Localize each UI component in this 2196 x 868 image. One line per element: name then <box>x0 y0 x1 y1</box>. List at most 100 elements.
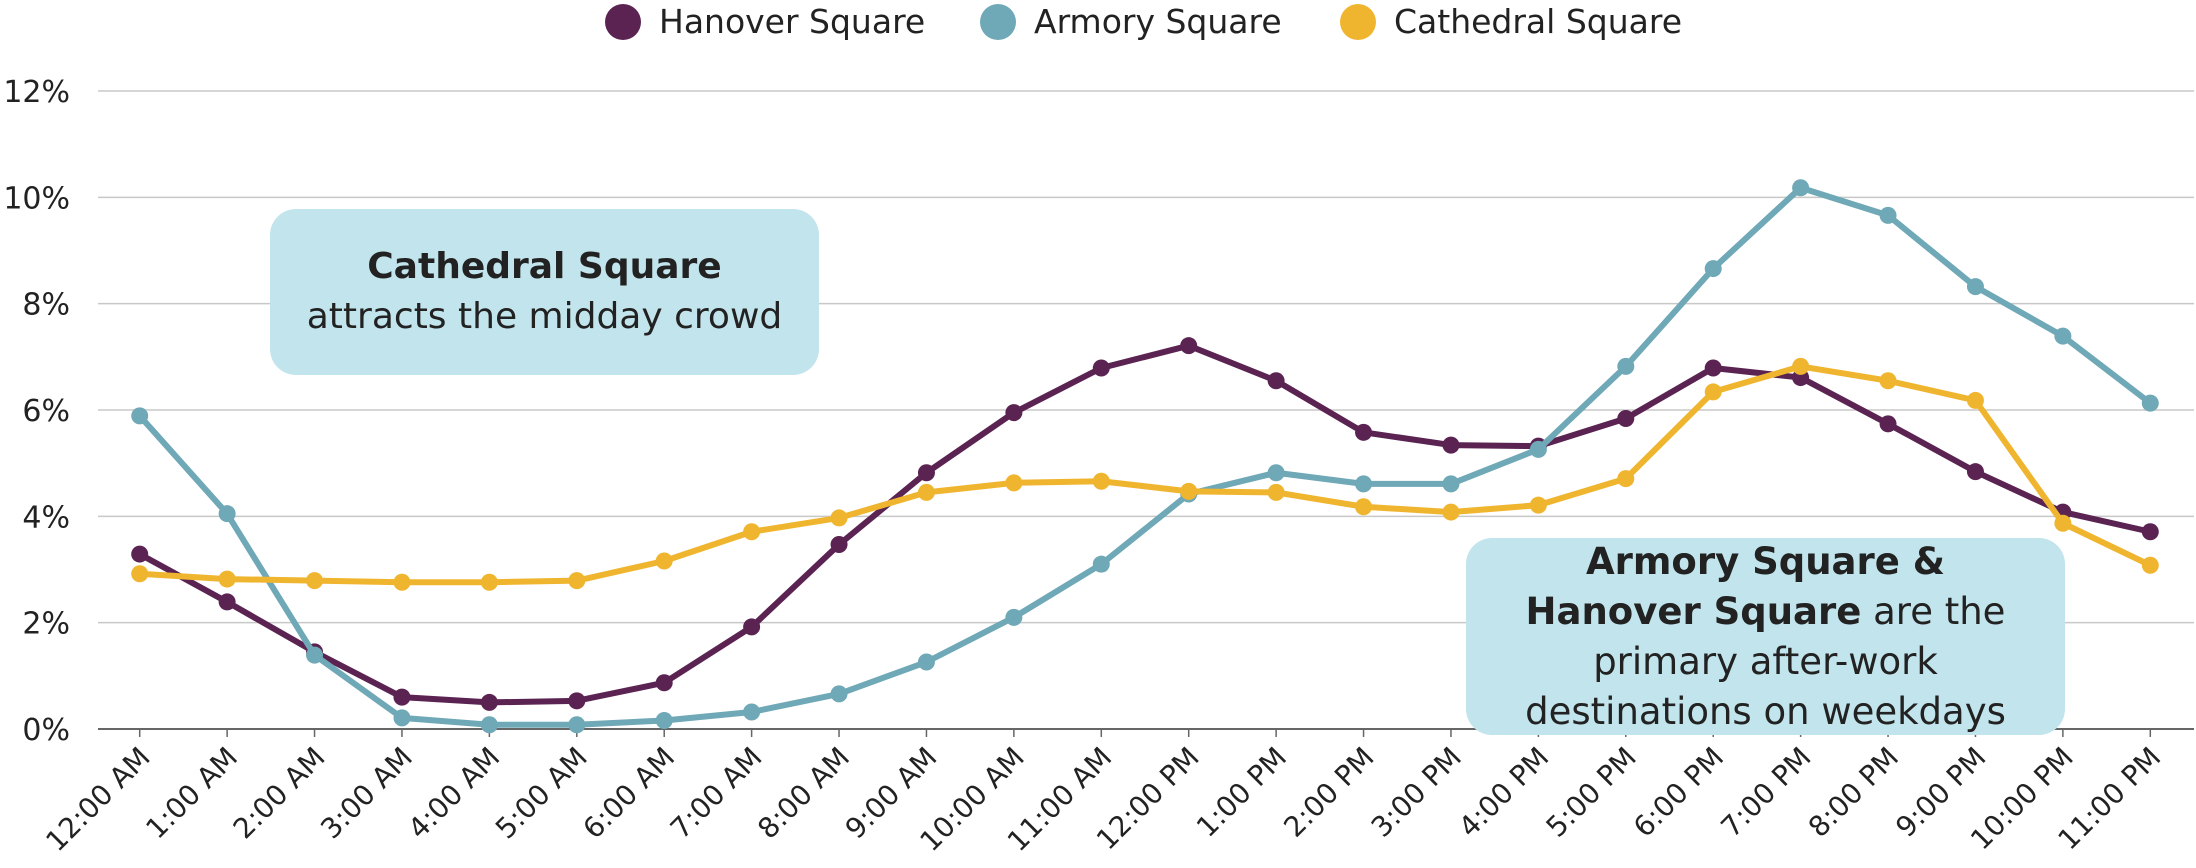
x-tick-label: 3:00 AM <box>314 741 419 846</box>
y-tick-label: 12% <box>3 75 70 110</box>
series-line <box>139 363 2152 586</box>
x-tick-label: 2:00 AM <box>227 741 332 846</box>
point <box>655 552 673 570</box>
point <box>655 711 673 729</box>
x-tick-label: 4:00 PM <box>1452 741 1555 844</box>
point <box>1442 436 1460 454</box>
point <box>1966 391 1984 409</box>
point <box>131 565 149 583</box>
point <box>393 709 411 727</box>
x-tick-label: 8:00 AM <box>751 741 856 846</box>
series-line <box>138 342 2151 706</box>
point <box>1092 472 1110 490</box>
point <box>1792 357 1810 375</box>
annotation-bold: Cathedral Square <box>367 246 722 287</box>
point <box>568 572 586 590</box>
x-tick-label: 7:00 PM <box>1714 741 1817 844</box>
y-tick-label: 2% <box>22 607 70 642</box>
x-tick-label: 3:00 PM <box>1365 741 1468 844</box>
point <box>2054 327 2072 345</box>
point <box>1617 357 1635 375</box>
point <box>1792 179 1810 197</box>
x-tick-label: 1:00 PM <box>1190 741 1293 844</box>
annotation-text: Cathedral Square attracts the midday cro… <box>300 242 789 342</box>
point <box>1355 475 1373 493</box>
point <box>1879 415 1897 433</box>
point <box>1966 278 1984 296</box>
point <box>218 505 236 523</box>
annotation-text: Armory Square & Hanover Square are the p… <box>1496 537 2035 737</box>
point <box>1704 359 1722 377</box>
point <box>1704 260 1722 278</box>
point <box>1617 470 1635 488</box>
point <box>306 572 324 590</box>
x-tick-label: 12:00 AM <box>39 741 156 858</box>
legend-swatch <box>605 4 641 40</box>
point <box>1180 482 1198 500</box>
annotation-rest: attracts the midday crowd <box>306 296 783 337</box>
y-tick-label: 4% <box>22 500 70 535</box>
point <box>1355 498 1373 516</box>
point <box>480 716 498 734</box>
point <box>480 693 498 711</box>
point <box>1966 463 1984 481</box>
annotation: Armory Square & Hanover Square are the p… <box>1466 538 2065 735</box>
point <box>2141 556 2159 574</box>
point <box>1617 410 1635 428</box>
x-tick-label: 1:00 AM <box>139 741 244 846</box>
point <box>1704 383 1722 401</box>
legend-swatch <box>980 4 1016 40</box>
y-tick-label: 8% <box>22 288 70 323</box>
point <box>1879 206 1897 224</box>
point <box>2141 394 2159 412</box>
annotation-bold: Armory Square & Hanover Square <box>1525 539 1946 633</box>
annotation: Cathedral Square attracts the midday cro… <box>270 209 819 375</box>
point <box>1005 608 1023 626</box>
annotation-rest: are the primary after-work destinations … <box>1525 589 2006 733</box>
point <box>830 536 848 554</box>
x-tick-label: 6:00 AM <box>576 741 681 846</box>
point <box>743 618 761 636</box>
point <box>917 483 935 501</box>
point <box>568 716 586 734</box>
y-tick-label: 6% <box>22 394 70 429</box>
y-tick-label: 10% <box>3 181 70 216</box>
point <box>1529 440 1547 458</box>
y-tick-label: 0% <box>22 713 70 748</box>
point <box>393 688 411 706</box>
point <box>1355 423 1373 441</box>
point <box>1092 359 1110 377</box>
point <box>917 653 935 671</box>
point <box>1267 372 1285 390</box>
point <box>1267 483 1285 501</box>
point <box>655 674 673 692</box>
x-tick-label: 7:00 AM <box>664 741 769 846</box>
point <box>1267 464 1285 482</box>
point <box>830 685 848 703</box>
point <box>131 407 149 425</box>
point <box>2054 514 2072 532</box>
point <box>131 545 149 563</box>
point <box>917 464 935 482</box>
point <box>1879 372 1897 390</box>
x-tick-label: 2:00 PM <box>1277 741 1380 844</box>
point <box>1442 503 1460 521</box>
point <box>1092 555 1110 573</box>
point <box>1442 475 1460 493</box>
series-line <box>137 184 2153 728</box>
x-tick-label: 4:00 AM <box>402 741 507 846</box>
point <box>1005 404 1023 422</box>
point <box>2141 523 2159 541</box>
point <box>393 573 411 591</box>
point <box>306 646 324 664</box>
x-tick-label: 6:00 PM <box>1627 741 1730 844</box>
point <box>218 570 236 588</box>
legend-label: Hanover Square <box>659 2 925 41</box>
point <box>218 593 236 611</box>
legend-label: Cathedral Square <box>1394 2 1682 41</box>
x-tick-label: 5:00 PM <box>1540 741 1643 844</box>
point <box>743 523 761 541</box>
legend-label: Armory Square <box>1034 2 1282 41</box>
